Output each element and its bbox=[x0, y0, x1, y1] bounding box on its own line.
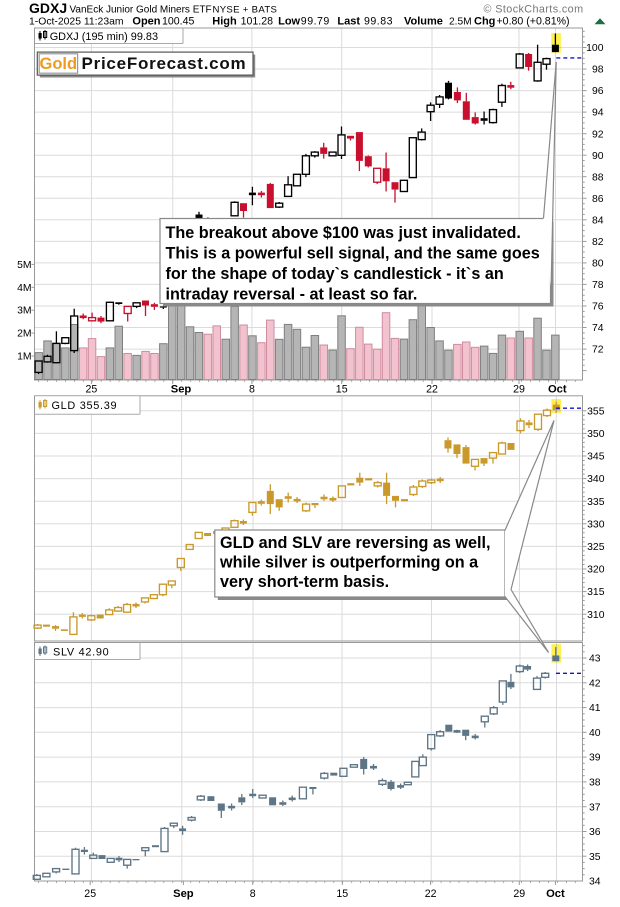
svg-text:Low: Low bbox=[278, 16, 300, 28]
svg-text:3M: 3M bbox=[17, 306, 31, 317]
svg-text:High: High bbox=[212, 16, 237, 28]
svg-text:+0.80 (+0.81%): +0.80 (+0.81%) bbox=[497, 16, 570, 28]
svg-text:98: 98 bbox=[592, 65, 604, 76]
svg-text:35: 35 bbox=[589, 852, 601, 863]
svg-text:86: 86 bbox=[592, 194, 604, 205]
svg-text:29: 29 bbox=[513, 888, 525, 900]
svg-text:while silver is outperforming: while silver is outperforming on a bbox=[219, 554, 479, 572]
svg-text:90: 90 bbox=[592, 151, 604, 162]
svg-text:96: 96 bbox=[592, 86, 604, 97]
svg-text:350: 350 bbox=[587, 429, 605, 440]
svg-text:15: 15 bbox=[336, 888, 348, 900]
svg-text:22: 22 bbox=[426, 384, 438, 396]
svg-text:315: 315 bbox=[587, 587, 605, 598]
svg-text:8: 8 bbox=[250, 888, 256, 900]
svg-text:1-Oct-2025 11:23am: 1-Oct-2025 11:23am bbox=[29, 17, 124, 28]
svg-text:325: 325 bbox=[587, 542, 605, 553]
svg-text:42: 42 bbox=[589, 678, 601, 689]
svg-text:PriceForecast.com: PriceForecast.com bbox=[82, 54, 247, 73]
svg-text:76: 76 bbox=[592, 302, 604, 313]
svg-text:1M: 1M bbox=[17, 352, 31, 363]
svg-text:15: 15 bbox=[336, 384, 348, 396]
svg-text:100.45: 100.45 bbox=[162, 16, 195, 28]
svg-text:99.83: 99.83 bbox=[364, 16, 393, 28]
svg-text:This is a powerful sell signal: This is a powerful sell signal, and the … bbox=[166, 244, 540, 262]
svg-text:94: 94 bbox=[592, 108, 604, 119]
svg-text:41: 41 bbox=[589, 703, 601, 714]
svg-text:very short-term basis.: very short-term basis. bbox=[220, 573, 389, 591]
svg-text:The breakout above $100 was ju: The breakout above $100 was just invalid… bbox=[166, 224, 521, 242]
svg-text:2M: 2M bbox=[17, 329, 31, 340]
svg-text:© StockCharts.com: © StockCharts.com bbox=[484, 4, 584, 16]
svg-text:39: 39 bbox=[589, 753, 601, 764]
svg-text:84: 84 bbox=[592, 215, 604, 226]
svg-text:Chg: Chg bbox=[474, 16, 495, 28]
svg-text:88: 88 bbox=[592, 172, 604, 183]
svg-text:2.5M: 2.5M bbox=[449, 17, 472, 28]
svg-text:101.28: 101.28 bbox=[241, 16, 274, 28]
svg-text:Gold: Gold bbox=[40, 55, 78, 73]
svg-text:74: 74 bbox=[592, 323, 604, 334]
svg-text:38: 38 bbox=[589, 778, 601, 789]
svg-text:for the shape of today`s candl: for the shape of today`s candlestick - i… bbox=[166, 265, 504, 283]
svg-text:345: 345 bbox=[587, 452, 605, 463]
svg-text:SLV 42.90: SLV 42.90 bbox=[53, 647, 109, 659]
svg-text:8: 8 bbox=[249, 384, 255, 396]
svg-text:29: 29 bbox=[513, 384, 525, 396]
svg-text:355: 355 bbox=[587, 406, 605, 417]
svg-text:Oct: Oct bbox=[548, 384, 567, 396]
svg-text:GLD and SLV are reversing as w: GLD and SLV are reversing as well, bbox=[220, 534, 491, 552]
svg-text:330: 330 bbox=[587, 519, 605, 530]
svg-text:GDXJ (195 min) 99.83: GDXJ (195 min) 99.83 bbox=[50, 31, 158, 43]
svg-text:92: 92 bbox=[592, 129, 604, 140]
svg-text:99.79: 99.79 bbox=[301, 16, 330, 28]
svg-text:Oct: Oct bbox=[546, 888, 565, 900]
svg-text:intraday reversal - at least s: intraday reversal - at least so far. bbox=[166, 286, 418, 304]
svg-text:VanEck Junior Gold Miners ETF: VanEck Junior Gold Miners ETF bbox=[70, 5, 212, 16]
svg-text:100: 100 bbox=[586, 43, 604, 54]
svg-text:Sep: Sep bbox=[171, 384, 192, 396]
svg-text:335: 335 bbox=[587, 497, 605, 508]
svg-text:Volume: Volume bbox=[404, 16, 443, 28]
svg-text:82: 82 bbox=[592, 237, 604, 248]
svg-text:340: 340 bbox=[587, 474, 605, 485]
svg-text:37: 37 bbox=[589, 802, 601, 813]
svg-text:4M: 4M bbox=[17, 283, 31, 294]
svg-text:310: 310 bbox=[587, 610, 605, 621]
svg-text:34: 34 bbox=[589, 877, 601, 888]
svg-text:25: 25 bbox=[84, 888, 96, 900]
svg-text:Last: Last bbox=[337, 16, 360, 28]
svg-text:GLD 355.39: GLD 355.39 bbox=[52, 400, 118, 412]
svg-text:22: 22 bbox=[425, 888, 437, 900]
svg-text:40: 40 bbox=[589, 728, 601, 739]
svg-text:Sep: Sep bbox=[173, 888, 194, 900]
svg-text:80: 80 bbox=[592, 259, 604, 270]
svg-text:43: 43 bbox=[589, 654, 601, 665]
svg-text:5M: 5M bbox=[17, 260, 31, 271]
svg-text:78: 78 bbox=[592, 280, 604, 291]
svg-text:NYSE + BATS: NYSE + BATS bbox=[213, 4, 278, 15]
svg-text:Open: Open bbox=[132, 16, 160, 28]
svg-text:320: 320 bbox=[587, 565, 605, 576]
svg-text:36: 36 bbox=[589, 827, 601, 838]
svg-text:25: 25 bbox=[86, 384, 98, 396]
svg-text:72: 72 bbox=[592, 345, 604, 356]
svg-text:GDXJ: GDXJ bbox=[29, 0, 67, 16]
